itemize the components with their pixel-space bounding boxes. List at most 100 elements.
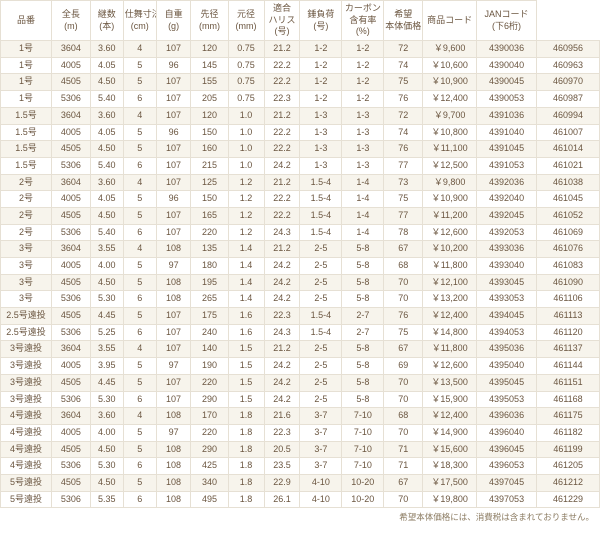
table-cell: 7-10 [342, 441, 384, 458]
spec-table: 品番全長(m)継数(本)仕舞寸法(cm)自重(g)先径(mm)元径(mm)適合ハ… [0, 0, 600, 508]
table-cell: 461076 [537, 241, 600, 258]
table-cell: 4390053 [477, 91, 537, 108]
table-cell: 1-3 [300, 157, 342, 174]
table-cell: 1-2 [342, 91, 384, 108]
table-cell: 6 [123, 291, 156, 308]
table-cell: 1.0 [228, 124, 264, 141]
table-cell: 4397053 [477, 491, 537, 508]
table-cell: 460956 [537, 41, 600, 58]
table-cell: 108 [156, 474, 191, 491]
table-cell: 4.50 [90, 274, 123, 291]
table-cell: 1-2 [300, 74, 342, 91]
table-cell: 215 [191, 157, 228, 174]
table-cell: 7-10 [342, 424, 384, 441]
table-cell: 2号 [1, 207, 52, 224]
table-cell: 461137 [537, 341, 600, 358]
table-cell: 1.4 [228, 274, 264, 291]
table-cell: 3604 [51, 174, 90, 191]
table-cell: 107 [156, 207, 191, 224]
table-cell: ￥12,600 [423, 358, 477, 375]
table-cell: 5306 [51, 91, 90, 108]
table-cell: 24.2 [264, 291, 300, 308]
table-cell: 220 [191, 224, 228, 241]
table-cell: 1-4 [342, 191, 384, 208]
table-cell: 21.2 [264, 241, 300, 258]
table-cell: 4.05 [90, 124, 123, 141]
table-cell: ￥18,300 [423, 458, 477, 475]
table-cell: 3号遠投 [1, 391, 52, 408]
table-cell: 461175 [537, 408, 600, 425]
table-cell: 461045 [537, 191, 600, 208]
table-cell: 4392045 [477, 207, 537, 224]
table-cell: 4391045 [477, 141, 537, 158]
table-cell: ￥9,600 [423, 41, 477, 58]
table-cell: 4397045 [477, 474, 537, 491]
table-cell: 75 [384, 74, 423, 91]
col-header: 全長(m) [51, 1, 90, 41]
table-cell: 5 [123, 274, 156, 291]
table-cell: 77 [384, 157, 423, 174]
table-cell: 21.6 [264, 408, 300, 425]
table-cell: 5.40 [90, 91, 123, 108]
table-cell: ￥19,800 [423, 491, 477, 508]
table-cell: ￥9,700 [423, 107, 477, 124]
table-cell: 1号 [1, 41, 52, 58]
table-cell: 1.5-4 [300, 191, 342, 208]
table-cell: 2-7 [342, 308, 384, 325]
table-cell: 495 [191, 491, 228, 508]
table-cell: 3-7 [300, 408, 342, 425]
table-cell: 195 [191, 274, 228, 291]
table-cell: 461199 [537, 441, 600, 458]
table-cell: 150 [191, 191, 228, 208]
table-cell: 4393036 [477, 241, 537, 258]
table-cell: 5 [123, 141, 156, 158]
table-cell: 2-5 [300, 274, 342, 291]
table-cell: 24.3 [264, 324, 300, 341]
table-row: 5号遠投45054.5051083401.822.94-1010-2067￥17… [1, 474, 600, 491]
table-cell: 160 [191, 141, 228, 158]
table-cell: 220 [191, 424, 228, 441]
table-cell: 6 [123, 458, 156, 475]
table-cell: 2-5 [300, 374, 342, 391]
table-cell: 4390040 [477, 57, 537, 74]
table-row: 1号53065.4061072050.7522.31-21-276￥12,400… [1, 91, 600, 108]
table-cell: 1-2 [300, 91, 342, 108]
table-cell: 1-3 [342, 107, 384, 124]
table-cell: 3604 [51, 107, 90, 124]
table-cell: 3号 [1, 291, 52, 308]
table-cell: 4号遠投 [1, 408, 52, 425]
table-cell: 6 [123, 324, 156, 341]
table-cell: 5 [123, 424, 156, 441]
table-cell: 460987 [537, 91, 600, 108]
table-cell: 74 [384, 124, 423, 141]
table-cell: 150 [191, 124, 228, 141]
table-cell: 0.75 [228, 91, 264, 108]
table-cell: 1.2 [228, 207, 264, 224]
table-cell: 71 [384, 458, 423, 475]
table-cell: 5-8 [342, 291, 384, 308]
table-cell: ￥17,500 [423, 474, 477, 491]
table-cell: 4.50 [90, 207, 123, 224]
table-cell: 107 [156, 308, 191, 325]
table-cell: 190 [191, 358, 228, 375]
table-cell: 1-4 [342, 207, 384, 224]
table-cell: 5.25 [90, 324, 123, 341]
table-cell: 1号 [1, 57, 52, 74]
table-cell: 3号遠投 [1, 374, 52, 391]
table-cell: 4393045 [477, 274, 537, 291]
table-row: 3号53065.3061082651.424.22-55-870￥13,2004… [1, 291, 600, 308]
table-cell: 6 [123, 491, 156, 508]
table-cell: 22.3 [264, 308, 300, 325]
col-header: 適合ハリス(号) [264, 1, 300, 41]
table-cell: 461182 [537, 424, 600, 441]
table-cell: 4 [123, 341, 156, 358]
table-cell: 3号遠投 [1, 341, 52, 358]
table-cell: 145 [191, 57, 228, 74]
table-cell: 107 [156, 141, 191, 158]
table-cell: 107 [156, 374, 191, 391]
table-cell: 1-3 [300, 124, 342, 141]
table-cell: 76 [384, 91, 423, 108]
table-cell: 5 [123, 474, 156, 491]
table-cell: 2.5号遠投 [1, 324, 52, 341]
table-row: 3号遠投40053.955971901.524.22-55-869￥12,600… [1, 358, 600, 375]
